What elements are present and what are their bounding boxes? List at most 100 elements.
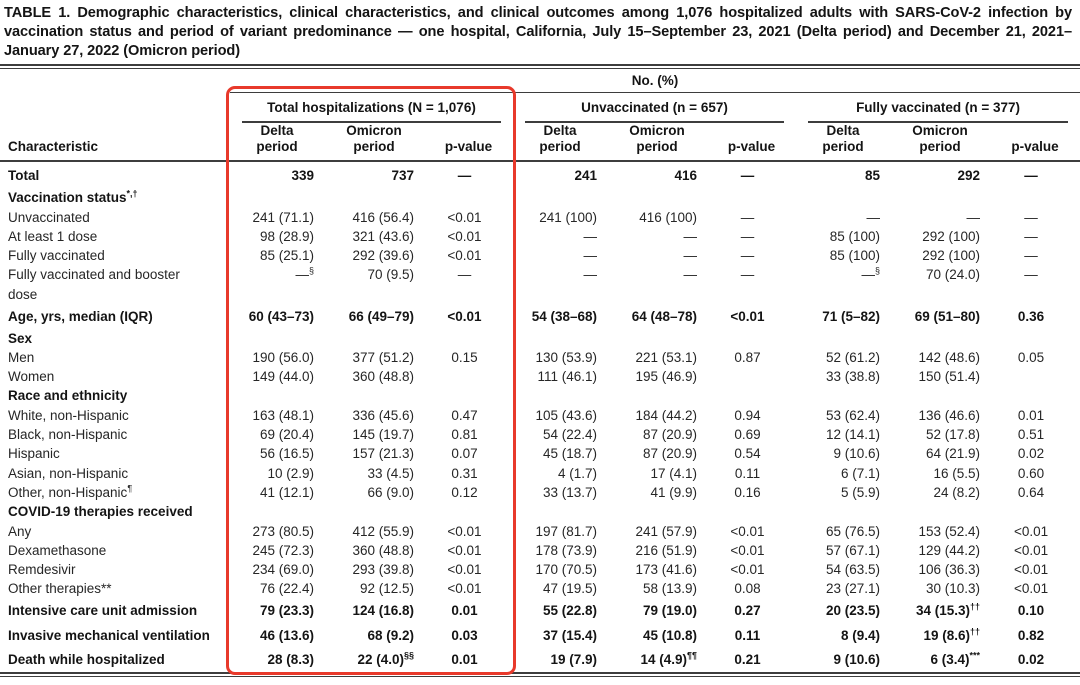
cell: 0.11 (734, 465, 761, 481)
cell: 221 (53.1) (635, 349, 697, 365)
cell: 377 (51.2) (352, 349, 414, 365)
row-label: Total (8, 168, 40, 184)
cell: —§ (295, 265, 314, 283)
table-row: Sex (0, 329, 1080, 348)
cell: 70 (24.0) (925, 267, 980, 283)
cell: 16 (5.5) (933, 465, 980, 481)
cell: 12 (14.1) (825, 427, 880, 443)
group-header-fully-vaccinated: Fully vaccinated (n = 377) (796, 93, 1080, 123)
column-header-delta-1: Delta period (230, 122, 324, 163)
cell: 52 (61.2) (825, 349, 880, 365)
cell: 4 (1.7) (557, 465, 597, 481)
cell: 0.02 (1017, 652, 1045, 668)
cell: — (1024, 267, 1038, 283)
row-label: At least 1 dose (8, 228, 98, 244)
table-row: Other therapies** 76 (22.4) 92 (12.5) <0.01… (0, 579, 1080, 598)
cell: 293 (39.8) (352, 562, 414, 578)
cell: 241 (100) (539, 209, 597, 225)
cell: 0.94 (734, 407, 761, 423)
table-row: White, non-Hispanic 163 (48.1) 336 (45.6) 0… (0, 406, 1080, 425)
cell: 106 (36.3) (918, 562, 980, 578)
cell: 292 (100) (922, 248, 980, 264)
cell: 416 (56.4) (352, 209, 414, 225)
cell: <0.01 (730, 308, 765, 324)
cell: — (683, 248, 698, 264)
cell: 19 (8.6)†† (923, 626, 980, 643)
cell: 33 (4.5) (367, 465, 414, 481)
cell: 0.36 (1017, 308, 1045, 324)
cell: <0.01 (447, 542, 482, 558)
cell: 241 (71.1) (252, 209, 314, 225)
cell: 0.01 (451, 603, 478, 619)
cell: 149 (44.0) (252, 369, 314, 385)
cell: 0.60 (1017, 465, 1045, 481)
cell: 64 (48–78) (631, 308, 697, 324)
cell: 0.82 (1017, 627, 1045, 643)
cell: — (866, 209, 881, 225)
cell: 6 (7.1) (840, 465, 880, 481)
cell: — (740, 209, 755, 225)
row-label: Sex (8, 330, 33, 346)
row-label: Any (8, 523, 32, 539)
cell: 737 (391, 168, 414, 184)
cell: — (740, 267, 755, 283)
cell: 195 (46.9) (635, 369, 697, 385)
empty-cells (230, 329, 1080, 348)
column-header-omicron-1: Omicron period (324, 122, 424, 163)
cell: 66 (9.0) (367, 484, 414, 500)
cell: 142 (48.6) (918, 349, 980, 365)
cell: — (583, 228, 598, 244)
cell: 0.31 (451, 465, 478, 481)
table-row: Fully vaccinated and booster dose —§ 70 (9… (0, 265, 1080, 304)
column-header-omicron-2: Omicron period (607, 122, 707, 163)
cell: 9 (10.6) (833, 652, 880, 668)
table-row: Vaccination status*,† (0, 188, 1080, 207)
cell: 0.51 (1017, 427, 1045, 443)
table-row: Black, non-Hispanic 69 (20.4) 145 (19.7) 0.… (0, 425, 1080, 444)
cell: <0.01 (1013, 562, 1049, 578)
cell: 173 (41.6) (635, 562, 697, 578)
cell: 0.81 (451, 427, 478, 443)
group-header-row: Total hospitalizations (N = 1,076) Unvac… (0, 93, 1080, 123)
column-header-pvalue-1: p-value (424, 122, 513, 163)
cell: 54 (63.5) (825, 562, 880, 578)
cell: <0.01 (447, 562, 482, 578)
cell: 216 (51.9) (635, 542, 697, 558)
cell: 0.54 (734, 446, 761, 462)
cell: — (683, 228, 698, 244)
row-label: Asian, non-Hispanic (8, 465, 129, 481)
cell: 33 (13.7) (542, 484, 597, 500)
table-row: COVID-19 therapies received (0, 502, 1080, 521)
cell: 70 (9.5) (367, 267, 414, 283)
cell: 24 (8.2) (933, 484, 980, 500)
row-label: Intensive care unit admission (8, 603, 198, 619)
cell: 163 (48.1) (252, 407, 314, 423)
cell: 339 (291, 168, 314, 184)
cell: 0.01 (451, 652, 478, 668)
table-row: Hispanic 56 (16.5) 157 (21.3) 0.07 45 (18.7)… (0, 444, 1080, 463)
cell: <0.01 (730, 523, 765, 539)
cell: — (457, 267, 472, 283)
row-label: Black, non-Hispanic (8, 427, 128, 443)
cell: 65 (76.5) (825, 523, 880, 539)
cell: 6 (3.4)*** (930, 650, 980, 668)
column-header-delta-2: Delta period (513, 122, 607, 163)
cell: 111 (46.1) (537, 369, 597, 385)
row-label: Unvaccinated (8, 209, 90, 225)
cell: 150 (51.4) (918, 369, 980, 385)
table-row: Invasive mechanical ventilation 46 (13.6)… (0, 623, 1080, 647)
table-row: Race and ethnicity (0, 386, 1080, 405)
cell: — (683, 267, 698, 283)
cell: 56 (16.5) (259, 446, 314, 462)
cell: 197 (81.7) (535, 523, 597, 539)
table-row: Death while hospitalized 28 (8.3) 22 (4.0)… (0, 648, 1080, 672)
cell: 0.27 (734, 603, 761, 619)
cell: 0.64 (1017, 484, 1045, 500)
table-row: Dexamethasone 245 (72.3) 360 (48.8) <0.01 17… (0, 541, 1080, 560)
row-label: Fully vaccinated (8, 248, 105, 264)
cell: 241 (574, 168, 597, 184)
cell: 0.07 (451, 446, 478, 462)
table-row: Any 273 (80.5) 412 (55.9) <0.01 197 (81.7) 24… (0, 522, 1080, 541)
cell: 71 (5–82) (822, 308, 880, 324)
cell: 17 (4.1) (650, 465, 697, 481)
